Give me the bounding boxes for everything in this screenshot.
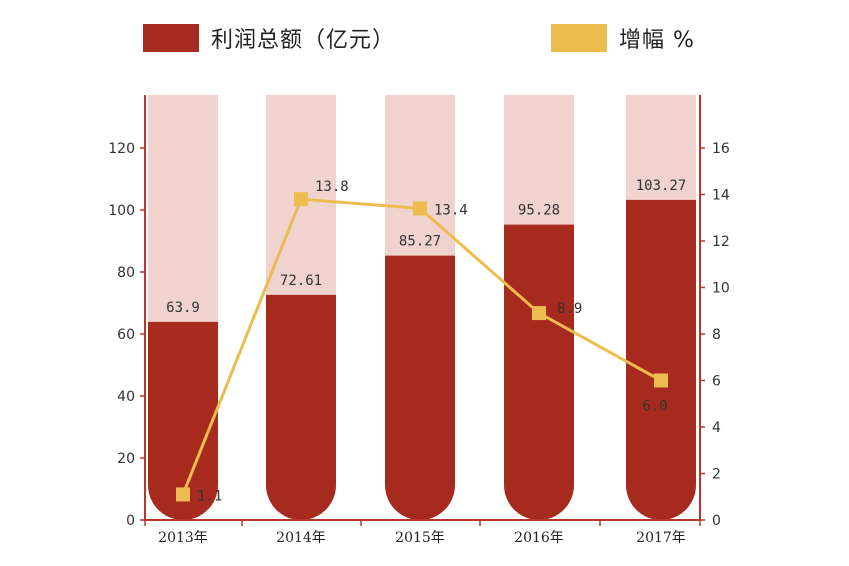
legend-item-profit: 利润总额（亿元） <box>143 22 395 54</box>
growth-point-1 <box>294 192 308 207</box>
left-tick-label-5: 100 <box>108 203 135 219</box>
right-tick-label-3: 6 <box>712 374 721 390</box>
x-tick-label-3: 2016年 <box>514 530 564 546</box>
growth-value-label-3: 8.9 <box>557 301 582 317</box>
x-tick-label-0: 2013年 <box>158 530 208 546</box>
growth-point-3 <box>532 306 546 321</box>
right-tick-label-5: 10 <box>712 281 730 297</box>
growth-value-label-1: 13.8 <box>315 179 349 195</box>
bar-value-label-2: 85.27 <box>399 234 441 250</box>
growth-point-0 <box>176 487 190 502</box>
left-tick-label-3: 60 <box>117 327 135 343</box>
legend-item-growth: 增幅 % <box>551 22 695 54</box>
x-tick-label-2: 2015年 <box>395 530 445 546</box>
bar-0 <box>148 321 218 520</box>
bar-4 <box>626 199 696 520</box>
right-tick-label-6: 12 <box>712 234 730 250</box>
left-tick-label-4: 80 <box>117 265 135 281</box>
x-tick-label-4: 2017年 <box>636 530 686 546</box>
bar-value-label-3: 95.28 <box>518 203 560 219</box>
right-tick-label-4: 8 <box>712 327 721 343</box>
growth-value-label-2: 13.4 <box>434 202 468 218</box>
growth-point-4 <box>654 373 668 388</box>
right-tick-label-0: 0 <box>712 513 721 529</box>
left-tick-label-0: 0 <box>126 513 135 529</box>
legend-swatch-profit <box>143 24 199 52</box>
legend-label-profit: 利润总额（亿元） <box>211 28 396 53</box>
growth-point-2 <box>413 201 427 216</box>
x-tick-label-1: 2014年 <box>276 530 326 546</box>
right-tick-label-8: 16 <box>712 141 730 157</box>
bar-value-label-1: 72.61 <box>280 273 322 289</box>
bar-1 <box>266 294 336 520</box>
left-tick-label-2: 40 <box>117 389 135 405</box>
bar-3 <box>504 224 574 520</box>
right-tick-label-2: 4 <box>712 420 721 436</box>
bar-value-label-4: 103.27 <box>636 178 687 194</box>
legend-swatch-growth <box>551 24 607 52</box>
legend-label-growth: 增幅 % <box>619 28 695 53</box>
bar-2 <box>385 255 455 520</box>
right-tick-label-7: 14 <box>712 188 730 204</box>
growth-value-label-0: 1.1 <box>197 488 222 504</box>
growth-value-label-4: 6.0 <box>642 399 667 415</box>
left-tick-label-6: 120 <box>108 141 135 157</box>
right-tick-label-1: 2 <box>712 467 721 483</box>
left-tick-label-1: 20 <box>117 451 135 467</box>
bar-value-label-0: 63.9 <box>166 300 200 316</box>
